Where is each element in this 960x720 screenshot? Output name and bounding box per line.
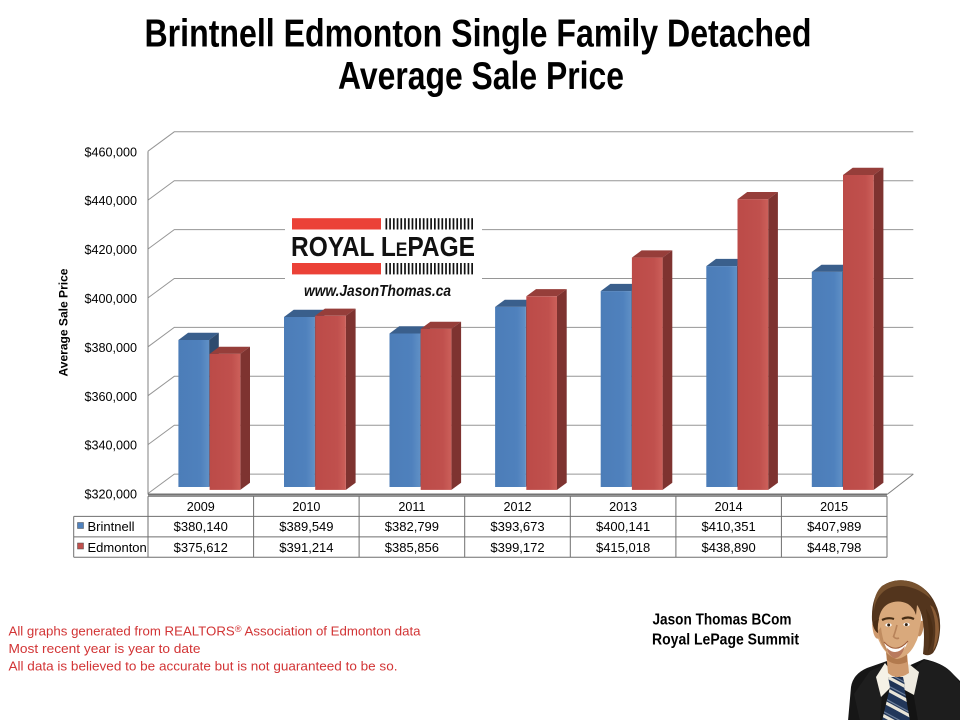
svg-text:2013: 2013 xyxy=(609,500,637,514)
svg-text:ROYAL LEPAGE: ROYAL LEPAGE xyxy=(291,231,475,262)
svg-text:All data is believed to be acc: All data is believed to be accurate but … xyxy=(9,659,398,674)
svg-text:$415,018: $415,018 xyxy=(596,540,650,555)
svg-text:2010: 2010 xyxy=(292,500,320,514)
svg-text:$385,856: $385,856 xyxy=(385,540,439,555)
svg-text:$407,989: $407,989 xyxy=(807,519,861,534)
svg-text:$360,000: $360,000 xyxy=(84,390,137,404)
svg-text:2014: 2014 xyxy=(715,500,743,514)
svg-text:$393,673: $393,673 xyxy=(490,519,544,534)
svg-text:$400,000: $400,000 xyxy=(84,292,137,306)
svg-text:$399,172: $399,172 xyxy=(490,540,544,555)
svg-text:Brintnell Edmonton Single Fami: Brintnell Edmonton Single Family Detache… xyxy=(145,13,812,56)
svg-text:$389,549: $389,549 xyxy=(279,519,333,534)
svg-text:$438,890: $438,890 xyxy=(701,540,755,555)
svg-text:2015: 2015 xyxy=(820,500,848,514)
svg-text:2009: 2009 xyxy=(187,500,215,514)
svg-text:Edmonton: Edmonton xyxy=(88,540,147,555)
svg-text:Brintnell: Brintnell xyxy=(88,519,135,534)
svg-text:$380,140: $380,140 xyxy=(174,519,228,534)
svg-text:2011: 2011 xyxy=(398,500,425,514)
svg-text:Most recent year is year to da: Most recent year is year to date xyxy=(9,641,201,656)
svg-text:All graphs generated from REAL: All graphs generated from REALTORS ® Asso… xyxy=(9,624,422,639)
svg-text:Royal LePage Summit: Royal LePage Summit xyxy=(652,631,800,648)
svg-text:www.JasonThomas.ca: www.JasonThomas.ca xyxy=(304,283,451,300)
svg-text:2012: 2012 xyxy=(503,500,531,514)
svg-text:$410,351: $410,351 xyxy=(701,519,755,534)
svg-text:Jason Thomas BCom: Jason Thomas BCom xyxy=(653,612,792,629)
svg-text:$340,000: $340,000 xyxy=(84,439,137,453)
svg-text:$320,000: $320,000 xyxy=(84,488,137,502)
svg-text:Average Sale Price: Average Sale Price xyxy=(338,55,624,98)
svg-text:$440,000: $440,000 xyxy=(84,194,137,208)
svg-text:$391,214: $391,214 xyxy=(279,540,333,555)
svg-text:$382,799: $382,799 xyxy=(385,519,439,534)
svg-text:$380,000: $380,000 xyxy=(84,341,137,355)
svg-text:$460,000: $460,000 xyxy=(84,145,137,159)
svg-text:Average Sale Price: Average Sale Price xyxy=(57,268,71,376)
svg-text:$448,798: $448,798 xyxy=(807,540,861,555)
svg-text:$400,141: $400,141 xyxy=(596,519,650,534)
svg-text:$420,000: $420,000 xyxy=(84,243,137,257)
svg-text:$375,612: $375,612 xyxy=(174,540,228,555)
